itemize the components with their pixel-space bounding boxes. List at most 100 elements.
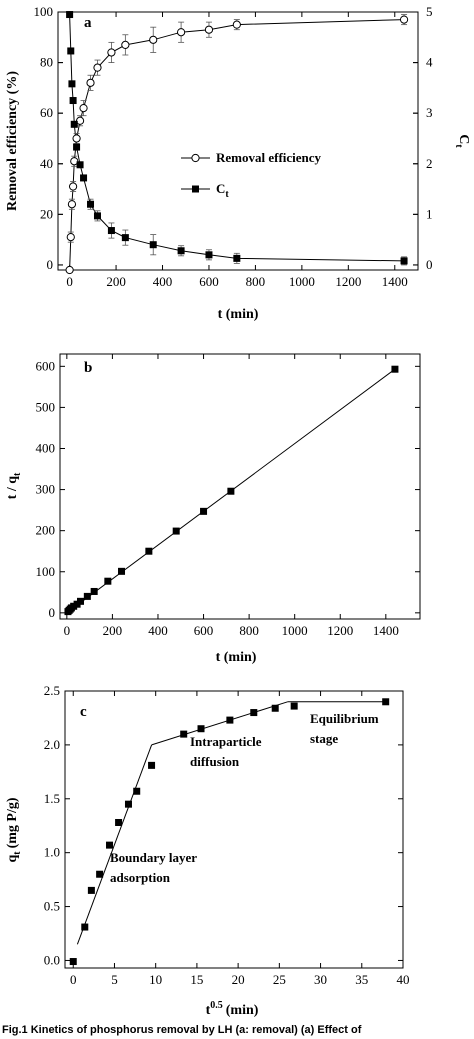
removal-efficiency-point xyxy=(66,233,75,242)
panel-a-y-axis-label: Removal efficiency (%) xyxy=(5,71,20,211)
panel-b-y-tick-label: 500 xyxy=(36,399,56,414)
legend-ct-label: Ct xyxy=(216,181,229,200)
ct-point xyxy=(149,241,157,249)
panel-b-y-tick-label: 200 xyxy=(36,523,56,538)
panel-a-x-tick-label: 600 xyxy=(199,274,219,289)
panel-c-y-tick-label: 2.5 xyxy=(44,683,60,698)
panel-a-frame xyxy=(57,11,419,271)
figure-caption: Fig.1 Kinetics of phosphorus removal by … xyxy=(2,1024,362,1036)
panel-a-y-tick-label: 0 xyxy=(47,257,54,272)
panel-a-legend: Removal efficiency Ct xyxy=(181,150,322,200)
removal-efficiency-point xyxy=(107,48,116,57)
panel-a-y-tick-label: 40 xyxy=(40,156,53,171)
panel-a-y-tick-label: 100 xyxy=(34,4,54,19)
removal-efficiency-point xyxy=(399,15,409,24)
annotation-equilibrium-2: stage xyxy=(310,731,338,746)
panel-a-y2-tick-label: 4 xyxy=(426,55,433,70)
annotation-boundary-1: Boundary layer xyxy=(110,850,197,865)
annotation-equilibrium-1: Equilibrium xyxy=(310,711,379,726)
panel-c-point xyxy=(197,725,205,733)
panel-b-label: b xyxy=(84,360,92,376)
panel-c-point xyxy=(106,841,114,849)
ct-point xyxy=(121,234,129,242)
ct-point xyxy=(70,120,78,128)
ct-point xyxy=(93,212,101,220)
removal-efficiency-point xyxy=(93,63,102,72)
panel-c-y-axis-label: qt(mg P/g) xyxy=(5,797,23,862)
panel-b-x-tick-label: 400 xyxy=(148,623,168,638)
panel-c-point xyxy=(87,886,95,894)
panel-b-x-tick-label: 800 xyxy=(239,623,259,638)
panel-a-y2-tick-label: 5 xyxy=(426,4,433,19)
annotation-intraparticle-1: Intraparticle xyxy=(190,734,262,749)
panel-c-fit-line-1 xyxy=(76,744,153,945)
panel-b-x-tick-label: 600 xyxy=(194,623,214,638)
panel-b-point xyxy=(90,587,98,595)
panel-c-point xyxy=(124,800,132,808)
panel-a-x-tick-label: 0 xyxy=(66,274,73,289)
panel-a-y2-axis-label: Ct xyxy=(453,134,471,148)
annotation-boundary-2: adsorption xyxy=(110,870,171,885)
panel-a-y-tick-label: 60 xyxy=(40,105,53,120)
panel-c-chart: c 0 5 10 15 20 25 30 35 40 0.0 0.5 1.0 1.5 2.0 2.5 Bo… xyxy=(5,683,410,1018)
panel-c-y-tick-label: 2.0 xyxy=(44,737,60,752)
legend-removal-label: Removal efficiency xyxy=(216,150,322,165)
panel-a-x-tick-label: 1400 xyxy=(382,274,408,289)
panel-c-fit-line-2 xyxy=(151,701,288,746)
panel-c-point xyxy=(115,818,123,826)
panel-c-point xyxy=(148,761,156,769)
panel-a-x-axis-label: t (min) xyxy=(218,307,259,322)
panel-a-y2-tick-label: 0 xyxy=(426,257,433,272)
panel-c-point xyxy=(382,698,390,706)
panel-b-x-tick-label: 0 xyxy=(64,623,71,638)
ct-point xyxy=(73,143,81,151)
panel-c-point xyxy=(180,730,188,738)
ct-point xyxy=(80,174,88,182)
legend-removal-marker xyxy=(191,153,200,163)
panel-c-point xyxy=(133,787,141,795)
panel-c-point xyxy=(81,923,89,931)
removal-efficiency-point xyxy=(72,134,81,143)
panel-b-point xyxy=(83,592,91,600)
panel-c-y-tick-label: 0.0 xyxy=(44,952,60,967)
panel-c-y-tick-label: 0.5 xyxy=(44,899,60,914)
ct-point xyxy=(87,200,95,208)
removal-efficiency-point xyxy=(176,28,186,37)
panel-a-x-tick-label: 1000 xyxy=(289,274,315,289)
ct-point xyxy=(67,47,75,55)
panel-c-point xyxy=(250,709,258,717)
removal-efficiency-point xyxy=(75,116,85,125)
removal-efficiency-line xyxy=(69,19,405,271)
removal-efficiency-point xyxy=(121,40,130,49)
removal-efficiency-point xyxy=(70,157,79,166)
panel-b-point xyxy=(200,507,208,515)
panel-c-x-tick-label: 20 xyxy=(232,972,245,987)
panel-b-point xyxy=(118,567,126,575)
panel-c-point xyxy=(271,704,279,712)
ct-point xyxy=(69,97,77,105)
panel-b-point xyxy=(145,547,153,555)
panel-b-point xyxy=(391,365,399,373)
panel-b-y-tick-label: 300 xyxy=(36,482,56,497)
ct-point xyxy=(66,11,74,19)
panel-a-y-tick-label: 80 xyxy=(40,55,53,70)
panel-a-x-tick-label: 800 xyxy=(246,274,266,289)
panel-b-x-tick-label: 200 xyxy=(103,623,123,638)
panel-c-point xyxy=(69,958,77,966)
panel-b-x-axis-label: t (min) xyxy=(216,650,257,665)
panel-c-y-tick-label: 1.0 xyxy=(44,845,60,860)
panel-c-x-tick-label: 15 xyxy=(190,972,203,987)
panel-c-label: c xyxy=(80,704,87,720)
removal-efficiency-point xyxy=(149,35,158,44)
removal-efficiency-point xyxy=(79,104,88,113)
panel-b-x-tick-label: 1200 xyxy=(327,623,353,638)
panel-a-y2-tick-label: 3 xyxy=(426,105,433,120)
panel-c-x-tick-label: 25 xyxy=(273,972,286,987)
panel-b-y-tick-label: 400 xyxy=(36,440,56,455)
panel-b-point xyxy=(227,487,235,495)
ct-point xyxy=(233,254,241,262)
panel-b-y-tick-label: 600 xyxy=(36,358,56,373)
panel-a-label: a xyxy=(84,15,92,31)
panel-b-chart: b 0 200 400 600 800 1000 1200 1400 0 100 200 300 40… xyxy=(5,353,421,665)
